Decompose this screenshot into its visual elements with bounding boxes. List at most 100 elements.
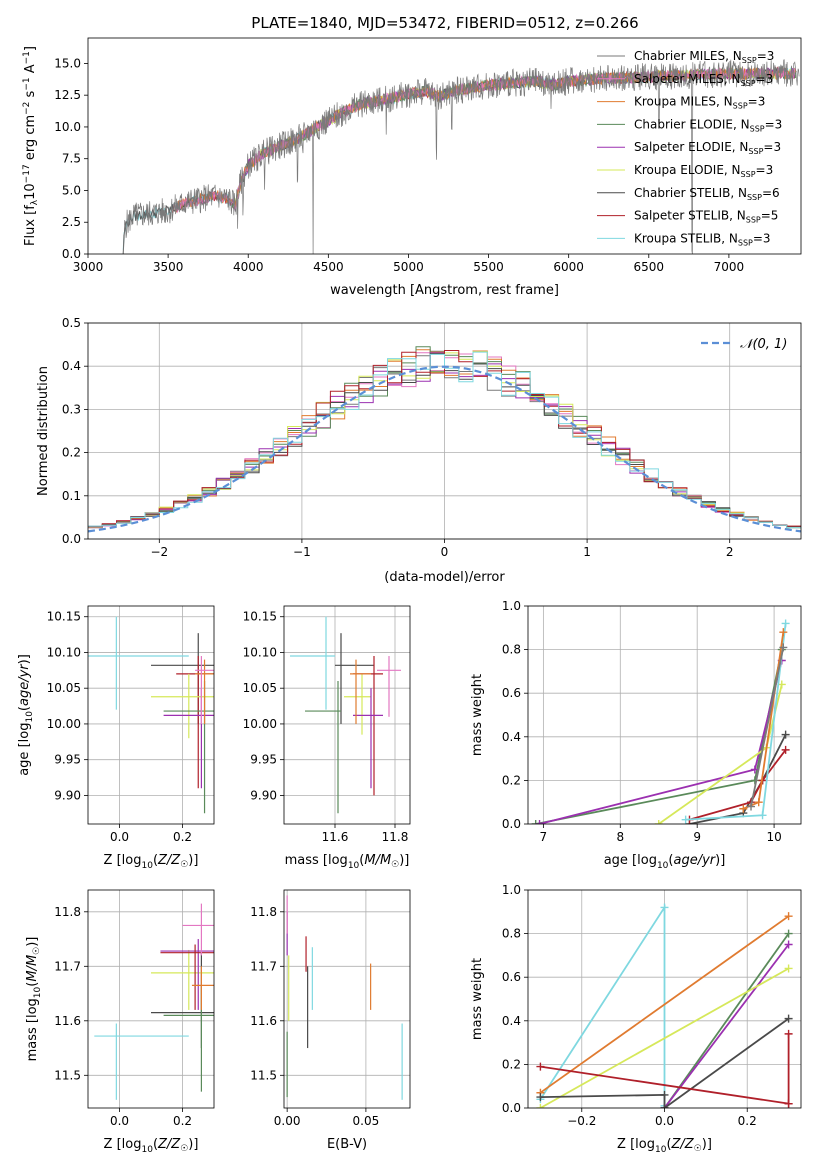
x-tick-label: −0.2 — [567, 1114, 596, 1128]
x-tick-label: 2 — [726, 545, 734, 559]
y-axis-label: mass [log10(M/M☉)] — [25, 937, 43, 1062]
y-tick-label: 9.95 — [54, 753, 81, 767]
axes-frame — [527, 605, 802, 825]
plot-area — [88, 346, 801, 533]
axes-frame — [87, 605, 215, 825]
weight-marker — [536, 1104, 545, 1108]
plot-area — [531, 619, 790, 824]
plot-area — [290, 616, 401, 814]
y-tick-label: 10.05 — [47, 681, 81, 695]
x-tick-label: 4500 — [313, 260, 344, 274]
weight-marker — [784, 940, 793, 949]
weight-marker — [531, 820, 540, 824]
histogram-kroupa_stelib — [88, 351, 801, 529]
y-tick-label: 0.0 — [502, 817, 521, 831]
x-tick-label: −1 — [293, 545, 311, 559]
legend-label: 𝒩(0, 1) — [740, 337, 787, 352]
plot-area — [88, 616, 214, 814]
y-tick-label: 2.5 — [62, 215, 81, 229]
x-axis-label: E(B-V) — [327, 1137, 367, 1152]
x-tick-label: 9 — [693, 830, 701, 844]
x-axis-label: age [log10(age/yr)] — [604, 853, 726, 871]
x-tick-label: 1 — [583, 545, 591, 559]
normal-curve — [88, 365, 801, 533]
y-tick-label: 0.0 — [62, 532, 81, 546]
figure-title: PLATE=1840, MJD=53472, FIBERID=0512, z=0… — [251, 14, 638, 32]
y-tick-label: 10.15 — [47, 610, 81, 624]
y-tick-label: 10.00 — [47, 717, 81, 731]
weight-line-chabrier_miles — [750, 647, 785, 807]
x-tick-label: 0.2 — [173, 830, 192, 844]
legend-label: Chabrier STELIB, NSSP=6 — [634, 186, 780, 202]
x-tick-label: −2 — [150, 545, 168, 559]
y-tick-label: 11.8 — [250, 905, 277, 919]
weight-marker — [779, 628, 788, 637]
weight-marker — [758, 811, 767, 820]
y-tick-label: 0.1 — [62, 489, 81, 503]
weight-marker — [784, 929, 793, 938]
y-tick-label: 7.5 — [62, 152, 81, 166]
weight-marker — [754, 798, 763, 807]
plot-area — [122, 59, 800, 254]
axes-frame — [527, 889, 802, 1109]
y-tick-label: 0.8 — [502, 643, 521, 657]
panel-age_vs_Z: 0.0 0.2 9.90 9.95 10.00 10.05 10.10 10.15 Z [log… — [17, 605, 215, 871]
panel-residuals: −2 −1 0 1 2 0.0 0.1 0.2 0.3 0.4 0.5 (data-model)/er… — [36, 316, 802, 585]
y-tick-label: 11.8 — [54, 905, 81, 919]
weight-marker — [784, 964, 793, 973]
y-tick-label: 0.0 — [502, 1101, 521, 1115]
y-axis-label: age [log10(age/yr)] — [17, 654, 35, 776]
x-tick-label: 11.8 — [382, 830, 409, 844]
y-axis-label: Flux [fλ10−17 erg cm−2 s−1 A−1] — [22, 46, 40, 246]
x-tick-label: 3000 — [73, 260, 104, 274]
weight-marker — [784, 1014, 793, 1023]
weight-marker — [536, 1062, 545, 1071]
plot-area — [94, 903, 214, 1100]
y-tick-label: 11.5 — [54, 1068, 81, 1082]
y-tick-label: 0.4 — [502, 730, 521, 744]
weight-marker — [654, 820, 663, 824]
panel-mass_vs_Z: 0.0 0.2 11.5 11.6 11.7 11.8 Z [log10(Z/Z☉)] mas… — [25, 889, 215, 1155]
weight-marker — [781, 619, 790, 628]
y-axis-label: mass weight — [470, 958, 485, 1040]
x-tick-label: 0.0 — [110, 1114, 129, 1128]
plot-area — [286, 895, 403, 1100]
x-tick-label: 0.0 — [655, 1114, 674, 1128]
weight-marker — [781, 745, 790, 754]
panel-mass_vs_ebv: 0.00 0.05 11.5 11.6 11.7 11.8 E(B-V) — [250, 889, 411, 1152]
y-tick-label: 1.0 — [502, 883, 521, 897]
y-tick-label: 9.95 — [250, 753, 277, 767]
x-tick-label: 7000 — [714, 260, 745, 274]
weight-marker — [739, 804, 748, 813]
weight-marker — [784, 912, 793, 921]
y-tick-label: 0.2 — [502, 1057, 521, 1071]
weight-line-kroupa_elodie — [539, 967, 790, 1108]
x-axis-label: (data-model)/error — [384, 570, 505, 585]
x-tick-label: 7 — [540, 830, 548, 844]
y-tick-label: 5.0 — [62, 183, 81, 197]
legend-label: Chabrier MILES, NSSP=3 — [634, 49, 774, 65]
y-tick-label: 10.00 — [243, 717, 277, 731]
weight-marker — [747, 802, 756, 811]
weight-line-kroupa_miles — [539, 915, 790, 1094]
weight-marker — [660, 1104, 669, 1108]
legend-label: Kroupa ELODIE, NSSP=3 — [634, 163, 773, 179]
observed-spectrum — [122, 59, 800, 254]
legend-label: Salpeter ELODIE, NSSP=3 — [634, 140, 781, 156]
y-tick-label: 10.0 — [54, 120, 81, 134]
legend-label: Salpeter MILES, NSSP=3 — [634, 72, 773, 88]
legend-label: Salpeter STELIB, NSSP=5 — [634, 209, 778, 225]
y-tick-label: 11.6 — [54, 1014, 81, 1028]
y-tick-label: 0.8 — [502, 927, 521, 941]
y-tick-label: 10.05 — [243, 681, 277, 695]
legend-label: Chabrier ELODIE, NSSP=3 — [634, 117, 782, 133]
y-tick-label: 11.5 — [250, 1068, 277, 1082]
weight-marker — [784, 1029, 793, 1038]
x-tick-label: 11.6 — [322, 830, 349, 844]
weight-marker — [535, 820, 544, 824]
panel-spectrum: 3000 3500 4000 4500 5000 5500 6000 6500 7000 0.0 2… — [22, 37, 802, 298]
weight-marker — [681, 815, 690, 824]
weight-marker — [660, 903, 669, 912]
x-tick-label: 6500 — [634, 260, 665, 274]
